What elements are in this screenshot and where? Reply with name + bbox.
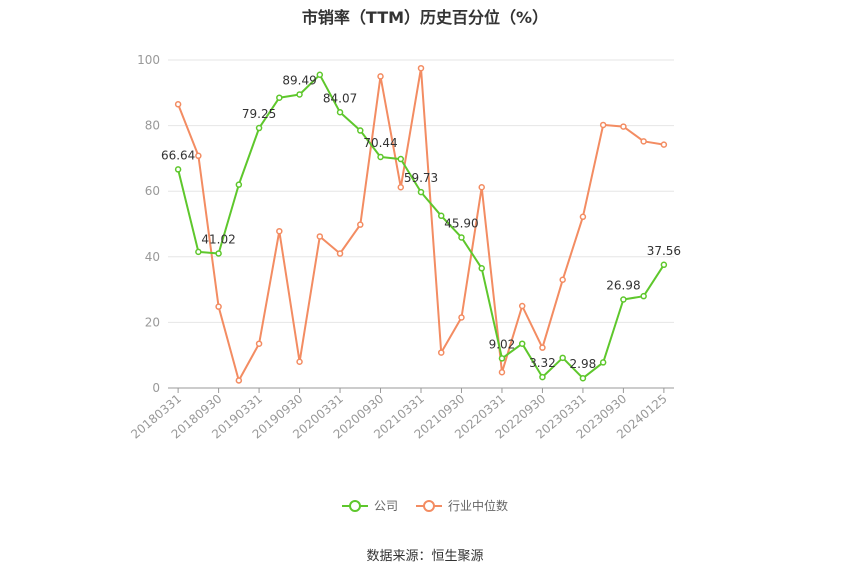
industry-median-data-point [640,138,647,145]
company-data-point [498,355,506,362]
company-data-point [215,250,222,257]
legend-item-company[interactable]: 公司 [341,497,398,514]
legend-company-line-icon [341,499,368,513]
industry-median-data-point [215,303,222,310]
chart-title: 市销率（TTM）历史百分位（%） [301,8,549,27]
company-data-label: 26.98 [606,279,640,293]
company-data-point [518,340,526,347]
company-data-point [276,94,283,101]
company-data-point [397,155,405,163]
company-data-label: 2.98 [570,357,597,371]
industry-median-data-point [518,302,526,310]
industry-median-data-point [620,123,627,130]
industry-median-data-point [498,369,506,376]
company-data-label: 84.07 [323,91,357,105]
company-data-point [599,359,607,366]
industry-median-data-point [599,121,607,129]
industry-median-data-point [579,213,587,221]
company-data-point [559,354,566,362]
legend-label-industry-median: 行业中位数 [448,499,509,513]
industry-median-data-point [255,340,263,347]
company-data-label: 9.02 [489,337,516,351]
series-layer [174,64,668,384]
company-data-label: 45.90 [444,216,478,230]
company-data-label: 89.49 [282,73,316,87]
data-source-note: 数据来源：恒生聚源 [366,549,484,564]
company-data-point [437,212,445,220]
legend-item-industry-median[interactable]: 行业中位数 [416,497,508,514]
company-data-point [539,373,546,381]
company-data-point [377,153,384,161]
industry-median-data-point [417,64,425,72]
legend: 公司 行业中位数 [0,497,850,514]
company-data-label: 79.25 [242,107,276,121]
industry-median-data-point [559,276,566,284]
industry-median-data-point [660,141,668,148]
company-data-point [417,188,425,196]
company-data-point [336,109,344,116]
company-data-label: 70.44 [363,136,397,150]
industry-median-data-point [296,358,303,366]
industry-median-data-point [357,221,364,228]
industry-median-data-point [377,73,384,80]
company-data-point [579,374,587,382]
company-data-point [174,166,182,173]
industry-median-data-point [397,184,405,191]
industry-median-data-point [174,101,182,108]
legend-label-company: 公司 [373,499,398,513]
company-data-point [478,265,485,272]
company-data-label: 3.32 [529,356,556,370]
industry-median-data-point [336,250,344,257]
company-data-label: 41.02 [201,232,235,246]
company-data-point [620,296,627,303]
industry-median-data-point [276,227,283,235]
legend-industry-line-icon [416,499,442,513]
company-data-point [296,91,303,98]
company-data-point [255,124,263,132]
industry-median-data-point [316,233,324,240]
company-data-point [316,71,324,79]
y-tick-label: 20 [145,315,160,329]
industry-median-data-point [195,152,202,160]
y-tick-label: 100 [137,53,160,67]
industry-median-data-point [437,349,445,356]
company-data-label: 37.56 [647,244,681,258]
y-tick-label: 0 [152,381,160,395]
company-data-label: 59.73 [404,171,438,185]
company-data-point [660,261,668,269]
company-data-label: 66.64 [161,148,195,162]
company-data-point [640,292,647,300]
company-data-point [357,127,364,134]
industry-median-data-point [539,344,546,351]
company-data-point [235,181,243,188]
y-tick-label: 40 [145,250,160,264]
industry-median-data-point [458,314,465,321]
data-label-layer: 66.64 41.02 79.25 89.49 84.07 70.44 59.73 45.90… [161,73,681,371]
industry-median-data-point [478,184,485,191]
y-tick-label: 60 [145,184,160,198]
company-data-point [195,248,202,256]
y-tick-label: 80 [145,119,160,133]
company-data-point [458,234,465,241]
industry-median-data-point [235,377,243,384]
